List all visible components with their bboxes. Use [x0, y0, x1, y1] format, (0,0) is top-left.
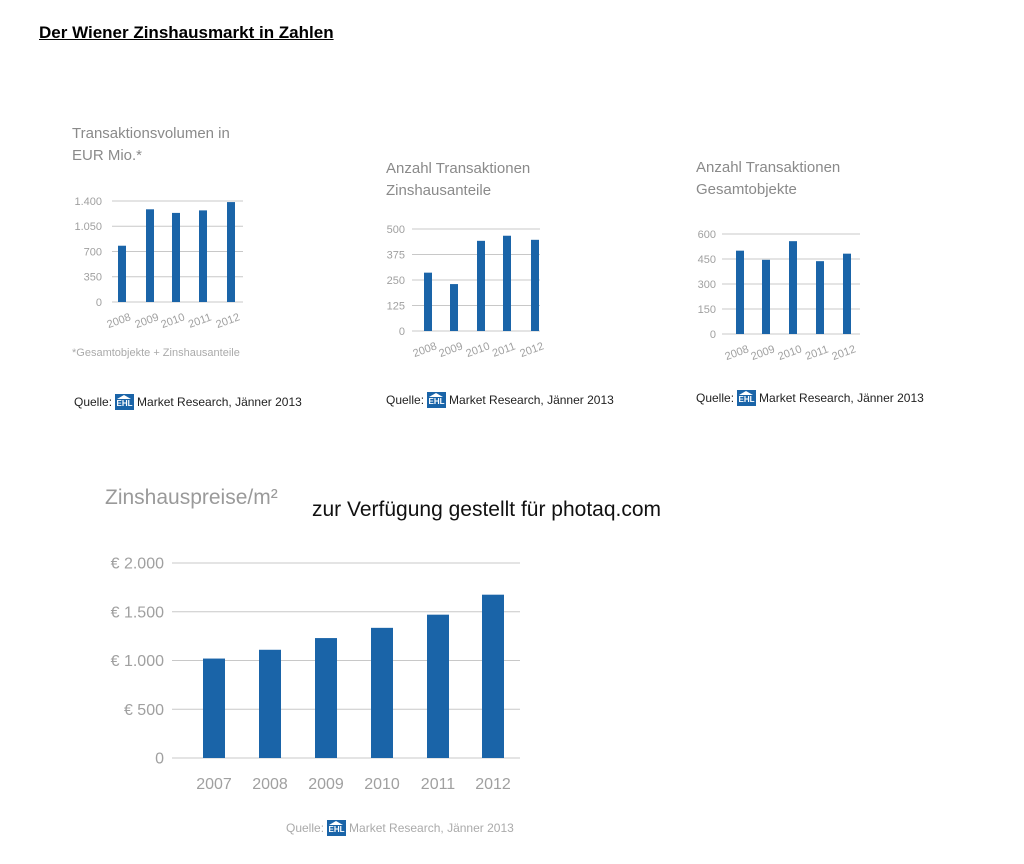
y-tick-label: € 500 [124, 702, 164, 719]
y-tick-label: 600 [698, 229, 716, 241]
bar-2008 [118, 245, 126, 302]
x-tick-label: 2011 [491, 340, 517, 359]
y-tick-label: 0 [96, 297, 102, 309]
source-text: Market Research, Jänner 2013 [349, 821, 514, 835]
bar-2008 [424, 272, 432, 331]
y-tick-label: 0 [399, 326, 405, 338]
x-tick-label: 2011 [421, 776, 456, 793]
y-tick-label: 450 [698, 254, 716, 266]
x-tick-label: 2012 [214, 311, 241, 331]
ehl-logo-icon: EHL [115, 394, 135, 410]
y-tick-label: € 1.500 [111, 604, 164, 621]
bar-2011 [199, 210, 207, 302]
x-tick-label: 2009 [133, 311, 160, 331]
y-tick-label: 500 [387, 224, 405, 236]
bar-2009 [146, 209, 154, 302]
source-prefix: Quelle: [696, 391, 735, 405]
bar-2007 [203, 658, 225, 758]
x-tick-label: 2008 [411, 340, 438, 360]
bar-2009 [762, 259, 770, 334]
bar-2011 [503, 235, 511, 331]
x-tick-label: 2010 [776, 343, 803, 363]
source-prefix: Quelle: [74, 395, 113, 409]
y-tick-label: € 2.000 [111, 556, 164, 573]
ehl-logo-icon: EHL [737, 390, 757, 406]
chart3-title-line1: Anzahl Transaktionen [696, 159, 841, 176]
y-tick-label: € 1.000 [111, 653, 164, 670]
source-prefix: Quelle: [286, 821, 325, 835]
y-tick-label: 1.400 [74, 196, 102, 208]
chart1-source: Quelle: EHL Market Research, Jänner 2013 [74, 394, 302, 410]
source-text: Market Research, Jänner 2013 [137, 395, 302, 409]
x-tick-label: 2009 [749, 343, 776, 363]
chart4-source: Quelle: EHL Market Research, Jänner 2013 [286, 820, 514, 836]
y-tick-label: 350 [84, 272, 102, 284]
y-tick-label: 300 [698, 279, 716, 291]
chart2-title: Anzahl Transaktionen Zinshausanteile [386, 158, 530, 202]
bar-2010 [172, 212, 180, 302]
chart1-title: Transaktionsvolumen in EUR Mio.* [72, 123, 230, 167]
x-tick-label: 2007 [196, 776, 232, 793]
chart3-source: Quelle: EHL Market Research, Jänner 2013 [696, 390, 924, 406]
bar-2008 [259, 649, 281, 758]
bar-2012 [843, 253, 851, 334]
chart2-title-line1: Anzahl Transaktionen [386, 160, 531, 177]
bar-2009 [450, 284, 458, 331]
x-tick-label: 2012 [475, 776, 511, 793]
x-tick-label: 2008 [723, 343, 750, 363]
bar-2010 [789, 241, 797, 334]
x-tick-label: 2012 [518, 340, 545, 360]
x-tick-label: 2008 [105, 311, 132, 331]
bar-2011 [427, 614, 449, 758]
chart2-source: Quelle: EHL Market Research, Jänner 2013 [386, 392, 614, 408]
x-tick-label: 2009 [437, 340, 464, 360]
page-title: Der Wiener Zinshausmarkt in Zahlen [39, 23, 334, 42]
x-tick-label: 2009 [308, 776, 344, 793]
ehl-logo-icon: EHL [427, 392, 447, 408]
source-prefix: Quelle: [386, 393, 425, 407]
x-tick-label: 2011 [804, 343, 830, 362]
bar-2010 [477, 240, 485, 331]
watermark: zur Verfügung gestellt für photaq.com [312, 498, 662, 521]
y-tick-label: 150 [698, 304, 716, 316]
x-tick-label: 2011 [187, 311, 213, 330]
chart4-title: Zinshauspreise/m² [105, 486, 278, 509]
y-tick-label: 125 [387, 300, 405, 312]
bar-2012 [482, 594, 504, 758]
chart1-title-line2: EUR Mio.* [72, 147, 143, 164]
y-tick-label: 250 [387, 275, 405, 287]
chart1-title-line1: Transaktionsvolumen in [72, 125, 230, 142]
ehl-logo-icon: EHL [327, 820, 347, 836]
bar-2011 [816, 261, 824, 334]
bar-2008 [736, 250, 744, 334]
source-text: Market Research, Jänner 2013 [449, 393, 614, 407]
y-tick-label: 0 [710, 329, 716, 341]
y-tick-label: 0 [155, 751, 164, 768]
bar-2012 [531, 239, 539, 331]
bar-2010 [371, 627, 393, 758]
y-tick-label: 375 [387, 249, 405, 261]
x-tick-label: 2010 [464, 340, 491, 360]
chart2-title-line2: Zinshausanteile [386, 182, 492, 199]
chart1-footnote: *Gesamtobjekte + Zinshausanteile [72, 347, 240, 359]
source-text: Market Research, Jänner 2013 [759, 391, 924, 405]
bar-2012 [227, 202, 235, 302]
bar-2009 [315, 638, 337, 758]
y-tick-label: 700 [84, 246, 102, 258]
x-tick-label: 2010 [159, 311, 186, 331]
x-tick-label: 2012 [830, 343, 857, 363]
x-tick-label: 2010 [364, 776, 400, 793]
chart3-title: Anzahl Transaktionen Gesamtobjekte [696, 157, 840, 201]
chart3-title-line2: Gesamtobjekte [696, 181, 797, 198]
x-tick-label: 2008 [252, 776, 288, 793]
y-tick-label: 1.050 [74, 221, 102, 233]
